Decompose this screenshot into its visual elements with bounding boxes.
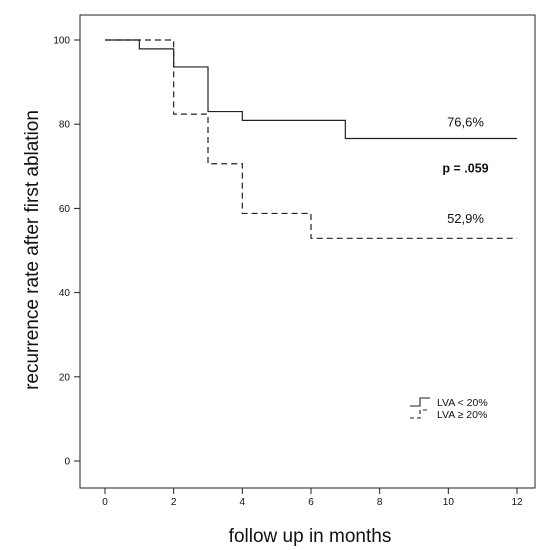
series-layer <box>105 39 517 239</box>
x-axis-title: follow up in months <box>229 526 392 547</box>
legend-swatch-1 <box>410 397 430 407</box>
x-tick-label: 10 <box>443 497 455 508</box>
survival-percent-label: 76,6% <box>447 114 484 129</box>
y-axis-title: recurrence rate after first ablation <box>22 110 43 390</box>
legend: LVA < 20%LVA ≥ 20% <box>410 397 488 421</box>
y-tick-label: 100 <box>53 36 70 47</box>
series-line-2 <box>105 39 517 239</box>
y-tick-label: 0 <box>64 457 70 468</box>
y-tick-label: 80 <box>59 120 71 131</box>
x-tick-label: 8 <box>377 497 383 508</box>
legend-swatch-2 <box>410 409 430 419</box>
survival-percent-label: 52,9% <box>447 211 484 226</box>
x-tick-label: 4 <box>240 497 246 508</box>
y-tick-label: 20 <box>59 372 71 383</box>
x-tick-label: 2 <box>171 497 177 508</box>
p-value-label: p = .059 <box>442 162 488 176</box>
legend-label-2: LVA ≥ 20% <box>437 409 487 421</box>
legend-label-1: LVA < 20% <box>437 397 488 409</box>
plot-frame <box>79 14 536 489</box>
x-axis-ticks: 0 2 4 6 8 10 12 <box>102 488 523 508</box>
y-tick-label: 60 <box>59 204 71 215</box>
annotation-layer: 76,6% p = .059 52,9% <box>442 114 488 226</box>
x-tick-label: 6 <box>308 497 314 508</box>
y-axis-ticks: 0 20 40 60 80 100 <box>53 36 80 468</box>
x-tick-label: 12 <box>511 497 523 508</box>
y-tick-label: 40 <box>59 288 71 299</box>
series-line-1 <box>105 39 517 140</box>
x-tick-label: 0 <box>102 497 108 508</box>
